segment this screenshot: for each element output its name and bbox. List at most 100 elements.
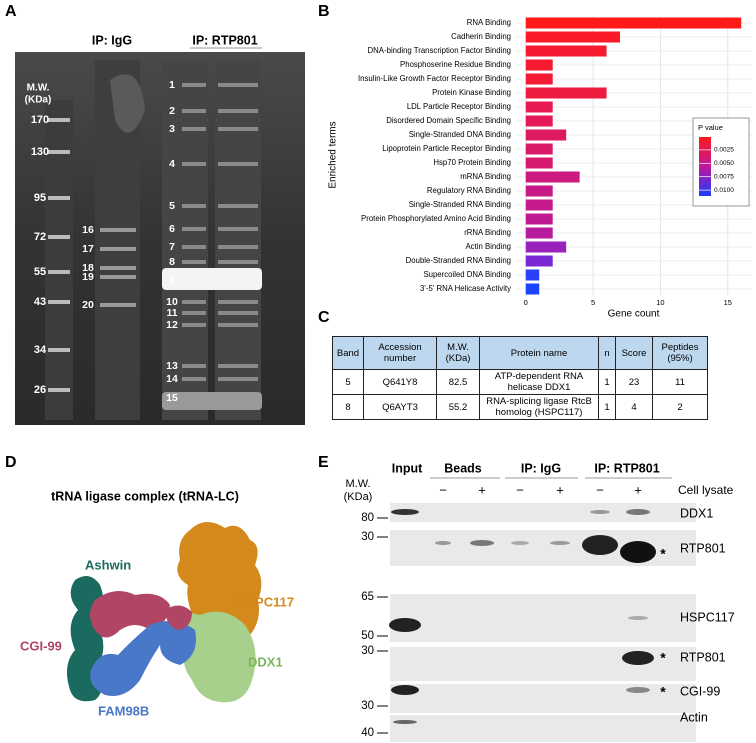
panel-label: C bbox=[318, 309, 330, 326]
marker-band bbox=[48, 235, 70, 239]
y-tick-label: Hsp70 Protein Binding bbox=[433, 158, 511, 167]
group-label: Beads bbox=[444, 461, 482, 475]
mw-label: 80 bbox=[361, 512, 374, 524]
mw-label: 72 bbox=[34, 231, 46, 243]
mw-title: (KDa) bbox=[25, 95, 52, 106]
gel-band bbox=[182, 204, 206, 208]
gel-band bbox=[182, 109, 206, 113]
marker-band bbox=[48, 348, 70, 352]
gel-band bbox=[218, 311, 258, 315]
fam98b-shape bbox=[90, 621, 196, 696]
table-cell: 5 bbox=[332, 369, 364, 395]
y-tick-label: Disordered Domain Specific Binding bbox=[386, 116, 511, 125]
lysate-label: Cell lysate bbox=[678, 483, 734, 497]
gel-band bbox=[182, 300, 206, 304]
colorbar-label: 0.0075 bbox=[714, 173, 734, 180]
blot-strip bbox=[390, 594, 696, 642]
panel-label: B bbox=[318, 3, 330, 20]
blot-band bbox=[628, 616, 648, 620]
blot-band bbox=[389, 618, 421, 632]
y-tick-label: mRNA Binding bbox=[460, 172, 511, 181]
band-number: 15 bbox=[166, 392, 178, 404]
mw-label: 43 bbox=[34, 296, 46, 308]
gel-band bbox=[182, 127, 206, 131]
protein-label: CGI-99 bbox=[20, 638, 62, 653]
gel-band bbox=[182, 162, 206, 166]
band-number: 10 bbox=[166, 296, 178, 308]
blot-band bbox=[511, 541, 529, 545]
marker-band bbox=[48, 388, 70, 392]
band-number: 6 bbox=[169, 223, 175, 235]
gel-band bbox=[218, 83, 258, 87]
y-tick-label: Actin Binding bbox=[465, 242, 511, 251]
table-cell: 82.5 bbox=[436, 369, 480, 395]
marker-lane bbox=[45, 100, 73, 420]
bar bbox=[525, 199, 553, 211]
table-cell: Accession number bbox=[363, 336, 437, 370]
asterisk: * bbox=[660, 546, 666, 562]
gel-band bbox=[100, 303, 136, 307]
y-axis-label: Enriched terms bbox=[328, 121, 339, 188]
gel-band bbox=[100, 228, 136, 232]
blot-strip bbox=[390, 684, 696, 713]
y-tick-label: Lipoprotein Particle Receptor Binding bbox=[382, 144, 511, 153]
gel-band bbox=[218, 245, 258, 249]
x-tick-label: 5 bbox=[591, 298, 595, 307]
legend-title: P value bbox=[698, 123, 723, 132]
blot-band bbox=[391, 685, 419, 695]
y-tick-label: Phosphoserine Residue Binding bbox=[400, 60, 511, 69]
bar bbox=[525, 115, 553, 127]
lysate-sign: − bbox=[439, 482, 447, 497]
table-cell: Band bbox=[332, 336, 364, 370]
x-tick-label: 10 bbox=[656, 298, 664, 307]
mw-label: 26 bbox=[34, 384, 46, 396]
table-cell: RNA-splicing ligase RtcB homolog (HSPC11… bbox=[479, 394, 599, 420]
blot-strip bbox=[390, 715, 696, 742]
bar bbox=[525, 143, 553, 155]
x-axis-label: Gene count bbox=[608, 309, 660, 320]
gel-band bbox=[218, 260, 258, 264]
marker-band bbox=[48, 196, 70, 200]
mw-label: 30 bbox=[361, 531, 374, 543]
band-number: 14 bbox=[166, 373, 178, 385]
band-number: 16 bbox=[82, 224, 94, 236]
bar bbox=[525, 227, 553, 239]
group-label: IP: RTP801 bbox=[594, 461, 659, 475]
y-tick-label: RNA Binding bbox=[467, 18, 511, 27]
lane-label: IP: IgG bbox=[92, 33, 132, 47]
band-number: 9 bbox=[169, 275, 175, 287]
gel-band bbox=[182, 323, 206, 327]
marker-band bbox=[48, 270, 70, 274]
target-label: DDX1 bbox=[680, 506, 713, 520]
group-label: Input bbox=[392, 461, 423, 475]
mw-label: 65 bbox=[361, 591, 374, 603]
table-cell: 23 bbox=[615, 369, 653, 395]
bar bbox=[525, 45, 607, 57]
band-number: 13 bbox=[166, 360, 178, 372]
y-tick-label: Insulin-Like Growth Factor Receptor Bind… bbox=[358, 74, 511, 83]
band-number: 1 bbox=[169, 79, 175, 91]
mw-title: M.W. bbox=[27, 83, 50, 94]
mw-label: 170 bbox=[31, 114, 49, 126]
band-number: 7 bbox=[169, 241, 175, 253]
bar bbox=[525, 171, 580, 183]
panel-label: A bbox=[5, 3, 17, 20]
asterisk: * bbox=[660, 684, 666, 700]
blot-band bbox=[470, 540, 494, 546]
gel-artifact bbox=[110, 74, 145, 133]
blot-strip bbox=[390, 647, 696, 681]
bar bbox=[525, 241, 567, 253]
colorbar bbox=[699, 137, 711, 196]
gel-band bbox=[182, 377, 206, 381]
colorbar-label: 0.0050 bbox=[714, 160, 734, 167]
gel-band bbox=[218, 300, 258, 304]
marker-band bbox=[48, 118, 70, 122]
blot-band bbox=[590, 510, 610, 514]
table-cell: M.W. (KDa) bbox=[436, 336, 480, 370]
target-label: HSPC117 bbox=[680, 610, 735, 624]
table-cell: 1 bbox=[598, 369, 616, 395]
lysate-sign: + bbox=[478, 482, 486, 497]
table-cell: 8 bbox=[332, 394, 364, 420]
gel-band bbox=[218, 109, 258, 113]
